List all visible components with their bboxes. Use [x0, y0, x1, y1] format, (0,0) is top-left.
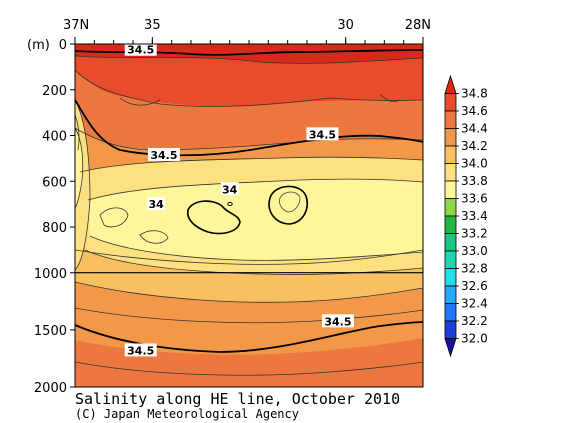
contour-label: 34 [222, 183, 238, 196]
copyright: (C) Japan Meteorological Agency [75, 407, 299, 421]
salinity-field [75, 44, 423, 387]
colorbar-bin [444, 250, 457, 269]
y-tick-label: 800 [42, 221, 67, 236]
colorbar-bin [444, 268, 457, 287]
y-tick-label: 200 [42, 84, 67, 99]
y-tick-label: 1000 [34, 267, 67, 282]
colorbar-label: 32.6 [461, 279, 488, 293]
colorbar-bin [444, 215, 457, 234]
y-axis: 0 200 400 600 800 1000 1500 2000 [34, 38, 75, 396]
colorbar-label: 33.2 [461, 227, 488, 241]
colorbar-label: 32.2 [461, 314, 488, 328]
contour-label: 34.5 [127, 344, 154, 357]
x-axis: 37N 35 30 28N [63, 18, 431, 44]
x-tick-label: 35 [144, 18, 161, 33]
colorbar-label: 34.4 [461, 122, 488, 136]
colorbar-bin [444, 233, 457, 252]
contour-label-bg [147, 197, 166, 211]
contour-label: 34.5 [324, 315, 351, 328]
colorbar-bin [444, 128, 457, 147]
x-tick-label: 28N [405, 18, 431, 33]
colorbar-top-arrow [444, 74, 457, 94]
contour-label: 34.5 [309, 128, 336, 141]
y-tick-label: 400 [42, 130, 67, 145]
contour-label-bg [306, 127, 339, 141]
colorbar-label: 32.8 [461, 262, 488, 276]
colorbar-bin [444, 198, 457, 217]
colorbar-bin [444, 93, 457, 112]
contour-label-bg [220, 182, 239, 196]
colorbar-label: 33.0 [461, 244, 488, 258]
y-axis-unit: (m) [27, 38, 50, 53]
contour-label-bg [124, 343, 157, 357]
y-tick-label: 1500 [34, 324, 67, 339]
colorbar-bin [444, 145, 457, 164]
colorbar-label: 34.8 [461, 87, 488, 101]
contour-labels: 34.5 34.5 34.5 34 34 34.5 34.5 [124, 42, 354, 357]
colorbar-label: 33.6 [461, 192, 488, 206]
colorbar-label: 32.4 [461, 297, 488, 311]
colorbar-label: 34.6 [461, 104, 488, 118]
contour-label-bg [147, 147, 180, 161]
x-tick-label: 37N [63, 18, 89, 33]
colorbar-bottom-arrow [444, 338, 457, 358]
contour-label: 34.5 [127, 44, 154, 57]
colorbar: 32.0 32.2 32.4 32.6 32.8 33.0 33.2 33.4 33.6 33.8… [444, 74, 488, 358]
x-tick-label: 30 [337, 18, 354, 33]
contour-label: 34 [149, 198, 165, 211]
colorbar-label: 34.0 [461, 157, 488, 171]
colorbar-bin [444, 110, 457, 129]
contour-label-bg [124, 42, 157, 56]
y-tick-label: 2000 [34, 381, 67, 396]
y-tick-label: 600 [42, 175, 67, 190]
y-tick-label: 0 [59, 38, 67, 53]
colorbar-label: 32.0 [461, 332, 488, 346]
chart-title: Salinity along HE line, October 2010 [75, 390, 400, 408]
colorbar-bin [444, 303, 457, 322]
colorbar-label: 33.4 [461, 209, 488, 223]
colorbar-label: 33.8 [461, 174, 488, 188]
colorbar-bin [444, 180, 457, 199]
colorbar-label: 34.2 [461, 139, 488, 153]
contour-label-bg [321, 314, 354, 328]
colorbar-bin [444, 163, 457, 182]
contour-label: 34.5 [150, 149, 177, 162]
colorbar-bin [444, 320, 457, 339]
colorbar-bin [444, 285, 457, 304]
